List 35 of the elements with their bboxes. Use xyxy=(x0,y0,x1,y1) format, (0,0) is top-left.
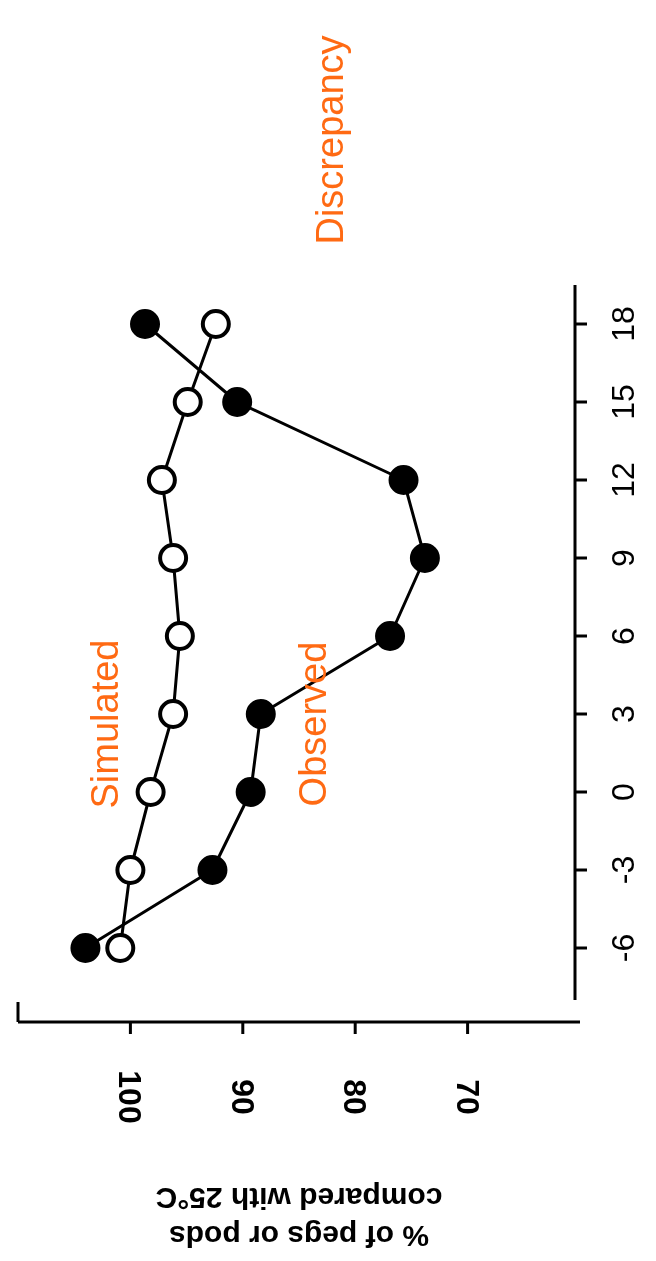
point xyxy=(235,777,266,807)
y-tick-label: 0 xyxy=(605,783,641,801)
x-tick-label: 80 xyxy=(337,1079,374,1115)
text: Observed xyxy=(291,641,334,807)
y-tick-label: -3 xyxy=(605,855,641,885)
y-tick-label: -6 xyxy=(605,933,641,963)
point xyxy=(172,387,203,417)
point xyxy=(388,465,419,495)
y-tick-label: 6 xyxy=(605,627,641,645)
point xyxy=(105,933,136,963)
point xyxy=(222,387,253,417)
point xyxy=(158,543,189,573)
point xyxy=(115,855,146,885)
text: Simulated xyxy=(84,639,127,809)
y-tick-label: 15 xyxy=(605,384,641,420)
point xyxy=(135,777,166,807)
point xyxy=(245,699,276,729)
point xyxy=(200,309,231,339)
y-tick-label: 9 xyxy=(605,549,641,567)
point xyxy=(197,855,228,885)
point xyxy=(70,933,101,963)
point xyxy=(164,621,195,651)
point xyxy=(375,621,406,651)
point xyxy=(158,699,189,729)
point xyxy=(146,465,177,495)
point xyxy=(130,309,161,339)
x-tick-label: 90 xyxy=(224,1079,261,1115)
x-axis-title: % of pegs or pods compared with 25°C xyxy=(155,1182,443,1253)
point xyxy=(409,543,440,573)
y-tick-label: 12 xyxy=(605,462,641,498)
y-tick-label: 18 xyxy=(605,306,641,342)
y-tick-label: 3 xyxy=(605,705,641,723)
x-tick-label: 70 xyxy=(449,1079,486,1115)
x-tick-label: 100 xyxy=(112,1070,149,1124)
text: Discrepancy xyxy=(309,35,351,245)
